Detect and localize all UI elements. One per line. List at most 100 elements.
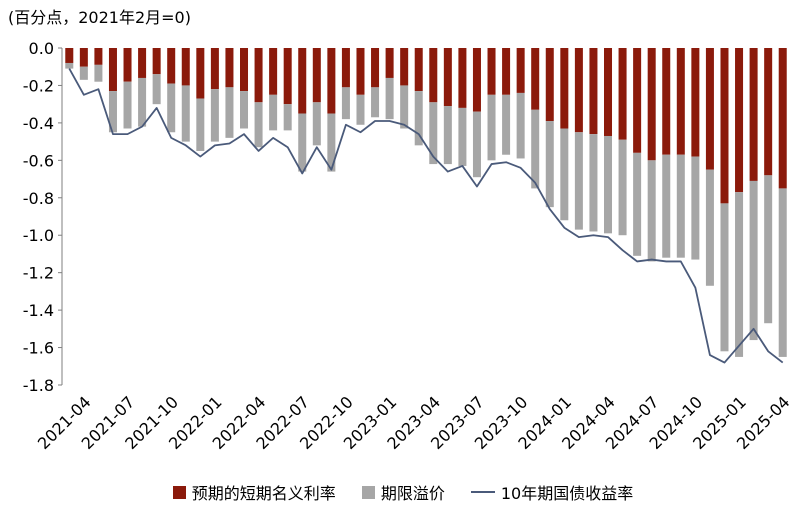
bar-short-rate [152, 48, 161, 75]
bar-term-premium [65, 62, 74, 69]
bar-term-premium [604, 135, 613, 234]
bar-term-premium [633, 152, 642, 256]
bar-short-rate [633, 48, 642, 153]
legend-label-term-premium: 期限溢价 [380, 484, 445, 503]
bar-short-rate [749, 48, 758, 181]
bar-term-premium [341, 87, 350, 120]
bar-short-rate [79, 48, 88, 67]
bar-short-rate [254, 48, 263, 103]
bar-short-rate [371, 48, 380, 88]
legend-label-10y-yield: 10年期国债收益率 [500, 484, 634, 503]
y-tick-label: -0.6 [23, 151, 54, 170]
bar-term-premium [429, 102, 438, 165]
bar-term-premium [735, 192, 744, 357]
bar-term-premium [560, 128, 569, 221]
bar-short-rate [458, 48, 467, 108]
bar-short-rate [429, 48, 438, 103]
bar-short-rate [356, 48, 365, 95]
bar-term-premium [414, 91, 423, 146]
bar-short-rate [167, 48, 176, 84]
bar-short-rate [574, 48, 583, 133]
bar-term-premium [516, 92, 525, 159]
bar-short-rate [138, 48, 147, 78]
bar-term-premium [138, 77, 147, 127]
bar-short-rate [65, 48, 74, 63]
bar-term-premium [502, 94, 511, 155]
bar-term-premium [269, 94, 278, 131]
bar-term-premium [720, 203, 729, 352]
bar-short-rate [545, 48, 554, 122]
bar-short-rate [414, 48, 423, 92]
y-tick-label: -1.4 [23, 301, 54, 320]
bar-short-rate [604, 48, 613, 136]
bar-term-premium [312, 102, 321, 146]
bar-short-rate [94, 48, 103, 65]
bars-group [65, 48, 787, 357]
bar-short-rate [676, 48, 685, 155]
bar-short-rate [560, 48, 569, 129]
bar-short-rate [516, 48, 525, 93]
bar-short-rate [720, 48, 729, 204]
bar-short-rate [589, 48, 598, 135]
bar-term-premium [618, 139, 627, 236]
bar-short-rate [502, 48, 511, 95]
bar-short-rate [691, 48, 700, 157]
bar-short-rate [210, 48, 219, 90]
bar-term-premium [531, 109, 540, 189]
bar-term-premium [225, 87, 234, 138]
y-tick-label: -1.2 [23, 264, 54, 283]
bar-short-rate [472, 48, 481, 112]
bar-term-premium [298, 113, 307, 172]
bar-short-rate [240, 48, 249, 92]
bar-term-premium [705, 169, 714, 286]
bar-term-premium [691, 156, 700, 260]
bar-short-rate [181, 48, 190, 86]
legend-swatch-term-premium [361, 485, 375, 499]
y-tick-label: -0.4 [23, 114, 54, 133]
legend-item-term-premium: 期限溢价 [361, 480, 445, 504]
bar-short-rate [618, 48, 627, 140]
bar-short-rate [269, 48, 278, 95]
bar-term-premium [283, 104, 292, 131]
legend: 预期的短期名义利率 期限溢价 10年期国债收益率 [0, 480, 806, 504]
bar-term-premium [152, 74, 161, 105]
bar-term-premium [196, 98, 205, 151]
bar-short-rate [647, 48, 656, 161]
bar-short-rate [778, 48, 787, 189]
y-tick-label: 0.0 [29, 39, 54, 58]
bar-short-rate [487, 48, 496, 95]
line-10y-yield [68, 68, 784, 364]
legend-label-short-rate: 预期的短期名义利率 [191, 484, 336, 503]
bar-short-rate [108, 48, 117, 92]
bar-short-rate [123, 48, 132, 82]
bar-term-premium [676, 154, 685, 258]
bar-short-rate [400, 48, 409, 86]
bar-short-rate [705, 48, 714, 170]
legend-swatch-short-rate [172, 485, 186, 499]
bar-term-premium [356, 94, 365, 125]
bar-short-rate [341, 48, 350, 88]
legend-item-10y-yield: 10年期国债收益率 [470, 480, 634, 504]
y-tick-label: -0.2 [23, 76, 54, 95]
bar-term-premium [647, 160, 656, 262]
y-tick-label: -0.8 [23, 189, 54, 208]
y-tick-label: -1.0 [23, 226, 54, 245]
bar-term-premium [327, 113, 336, 172]
bar-term-premium [749, 180, 758, 341]
bar-short-rate [735, 48, 744, 193]
bar-term-premium [94, 64, 103, 82]
bar-short-rate [225, 48, 234, 88]
bar-term-premium [240, 91, 249, 129]
bar-short-rate [327, 48, 336, 114]
bar-short-rate [531, 48, 540, 110]
legend-item-short-rate: 预期的短期名义利率 [172, 480, 336, 504]
bar-short-rate [298, 48, 307, 114]
y-tick-label: -1.6 [23, 339, 54, 358]
bar-term-premium [545, 121, 554, 208]
bar-short-rate [196, 48, 205, 99]
bar-term-premium [371, 87, 380, 118]
bar-short-rate [283, 48, 292, 105]
bar-term-premium [79, 66, 88, 80]
bar-term-premium [108, 91, 117, 133]
